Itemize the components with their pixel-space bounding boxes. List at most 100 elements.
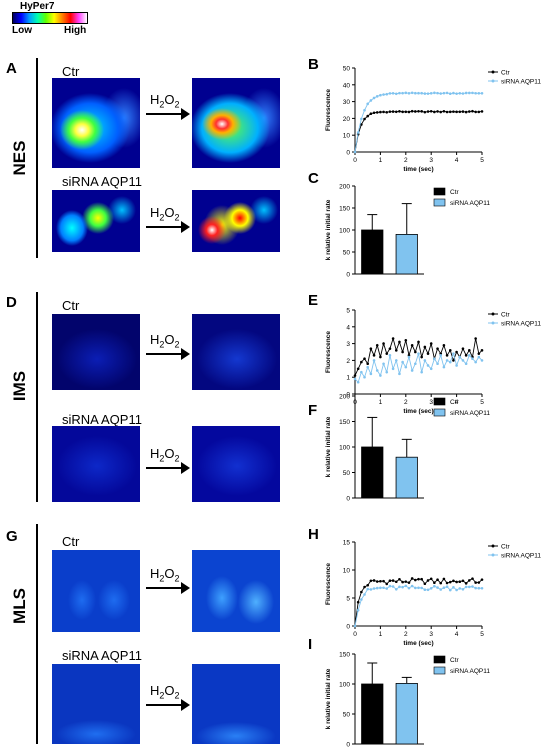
data-point [404,365,408,369]
data-point [391,367,395,371]
data-point [442,109,446,113]
data-point [360,117,363,121]
legend-swatch [433,397,446,406]
y-tick-label: 10 [343,133,351,140]
legend-marker [491,553,495,557]
data-point [436,362,439,366]
data-point [455,110,458,114]
data-point [417,352,420,355]
data-point [388,579,392,583]
panel-letter-a: A [6,60,17,77]
chart-c-rate: 0 50 100 150 200 k relative initial rate Ctr si… [325,184,490,279]
arrow-nes-2 [146,221,190,233]
data-point [474,586,477,590]
data-point [420,577,423,581]
legend-label: siRNA AQP11 [501,321,541,328]
colorbar-high: High [64,25,87,36]
data-point [433,110,436,114]
x-axis-label: time (sec) [403,640,433,647]
legend-marker [491,79,495,83]
data-point [398,110,401,113]
legend-label: siRNA AQP11 [501,79,541,86]
data-point [464,362,468,366]
data-point [410,584,414,588]
colorbar [12,12,88,24]
legend-label: Ctr [501,70,511,77]
data-point [363,357,366,361]
data-point [477,355,481,359]
data-point [394,587,398,591]
arrow-ims-1 [146,348,190,360]
x-axis-label: time (sec) [403,408,433,415]
data-point [417,340,420,344]
data-point [398,372,401,376]
data-point [464,110,468,114]
legend-label: siRNA AQP11 [450,668,490,675]
data-point [452,110,455,113]
data-point [366,365,369,369]
data-point [429,109,433,113]
data-point [356,131,360,134]
data-point [360,598,363,601]
treatment-label-nes-2: H2O2 [150,205,180,223]
data-point [417,110,420,113]
arrow-ims-2 [146,462,190,474]
data-point [401,110,404,114]
data-point [369,588,373,591]
data-point [372,579,376,582]
legend-label: siRNA AQP11 [450,200,490,207]
data-point [388,584,392,588]
label-sirna-ims: siRNA AQP11 [62,412,142,427]
x-tick-label: 4 [455,157,459,164]
row-divider-nes [36,58,38,258]
data-point [442,91,446,95]
data-point [464,91,468,95]
legend-marker [491,544,495,548]
image-nes-ctr-after [192,78,280,168]
data-point [480,586,484,590]
data-point [468,349,471,352]
data-point [385,370,389,374]
data-point [423,92,427,95]
data-point [426,364,430,367]
data-point [363,585,366,589]
data-point [420,586,423,590]
data-point [382,342,385,345]
data-point [391,579,395,582]
data-point [414,586,417,590]
y-tick-label: 0 [346,150,350,157]
data-point [356,608,360,612]
data-point [372,359,376,362]
data-point [388,354,392,357]
data-point [436,586,439,589]
treatment-label-ims-2: H2O2 [150,446,180,464]
data-point [442,343,446,347]
data-point [417,91,420,95]
data-point [360,360,363,364]
y-axis-label: Fluorescence [325,89,332,131]
data-point [445,581,449,585]
x-tick-label: 5 [480,157,484,164]
data-point [433,584,436,588]
data-point [471,91,474,95]
y-tick-label: 15 [343,540,351,547]
data-point [385,582,389,586]
data-point [391,91,395,95]
legend-marker [491,312,495,316]
data-point [429,587,433,590]
data-point [474,337,477,340]
data-point [382,362,385,366]
y-tick-label: 0 [346,742,350,749]
bar [361,683,384,745]
data-point [471,577,474,580]
series-line [354,577,483,627]
data-point [391,110,395,113]
data-point [452,359,455,362]
data-point [461,579,465,583]
legend-label: Ctr [450,399,460,406]
treatment-label-ims-1: H2O2 [150,332,180,350]
data-point [452,91,455,95]
data-point [477,581,481,584]
data-point [429,342,433,345]
